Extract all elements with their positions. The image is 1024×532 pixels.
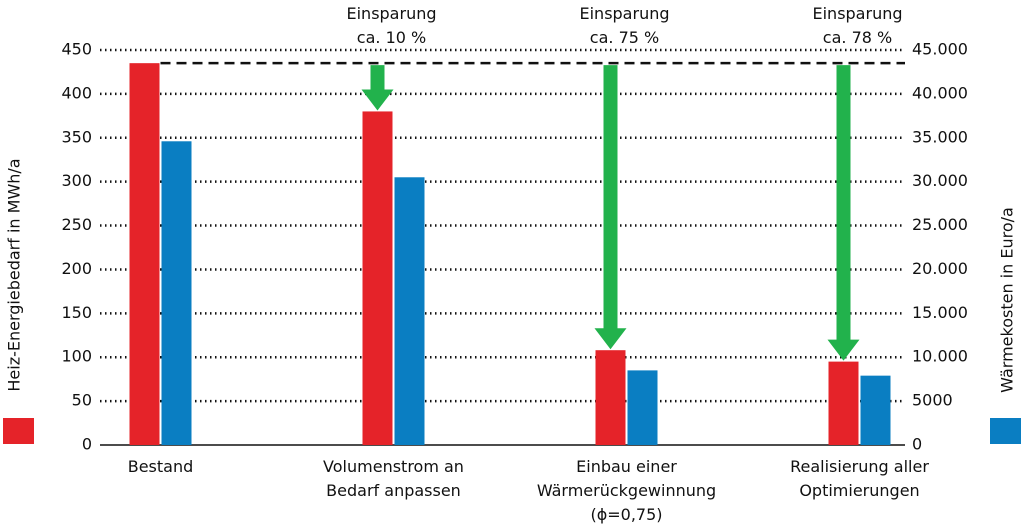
x-tick-label: Realisierung aller Optimierungen [790, 457, 929, 500]
bar [860, 375, 891, 445]
y2-tick-label: 10.000 [912, 347, 968, 366]
y2-tick-label: 15.000 [912, 303, 968, 322]
y-tick-label: 0 [82, 435, 92, 454]
savings-arrow [361, 65, 394, 111]
bar [362, 111, 393, 445]
bar [627, 370, 658, 445]
y-tick-label: 300 [61, 171, 92, 190]
y2-tick-label: 0 [912, 435, 922, 454]
y-tick-label: 50 [72, 391, 92, 410]
bar [129, 63, 160, 446]
bar [394, 177, 425, 445]
y2-tick-label: 45.000 [912, 40, 968, 59]
bar [828, 361, 859, 445]
y2-tick-label: 25.000 [912, 215, 968, 234]
annotation: Einsparung ca. 75 % [579, 4, 670, 47]
y-tick-label: 350 [61, 127, 92, 146]
y2-tick-label: 30.000 [912, 171, 968, 190]
legend-swatch [990, 418, 1021, 444]
annotation: Einsparung ca. 10 % [346, 4, 437, 47]
bar [595, 350, 626, 445]
y-tick-label: 150 [61, 303, 92, 322]
x-tick-label: Volumenstrom an Bedarf anpassen [323, 457, 464, 500]
y2-axis-label: Wärmekosten in Euro/a [998, 207, 1017, 393]
savings-arrow [827, 65, 860, 361]
y-tick-label: 250 [61, 215, 92, 234]
y2-tick-label: 5000 [912, 391, 953, 410]
bar [161, 141, 192, 446]
y-tick-label: 200 [61, 259, 92, 278]
y2-tick-label: 35.000 [912, 127, 968, 146]
savings-arrow [594, 65, 627, 350]
y-tick-label: 400 [61, 83, 92, 102]
y-tick-label: 450 [61, 40, 92, 59]
legend-swatch [3, 418, 34, 444]
x-tick-label: Bestand [127, 457, 194, 476]
y-tick-label: 100 [61, 347, 92, 366]
y2-tick-label: 40.000 [912, 83, 968, 102]
x-tick-label: Einbau einer Wärmerückgewinnung (ϕ=0,75) [536, 457, 717, 524]
annotation: Einsparung ca. 78 % [812, 4, 903, 47]
y2-tick-label: 20.000 [912, 259, 968, 278]
y-axis-label: Heiz-Energiebedarf in MWh/a [5, 158, 24, 391]
